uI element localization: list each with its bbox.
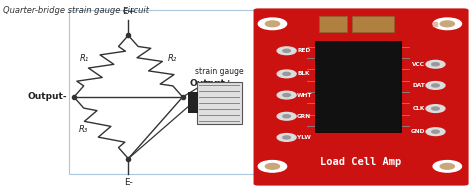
FancyBboxPatch shape [193,92,198,113]
Text: DAT: DAT [412,83,425,88]
Text: VCC: VCC [412,62,425,67]
Text: WHT: WHT [297,93,312,98]
Text: Load Cell Amp: Load Cell Amp [320,158,401,167]
Text: Output+: Output+ [190,79,233,88]
Circle shape [265,164,280,169]
Circle shape [277,47,296,55]
Circle shape [283,94,291,97]
Circle shape [440,21,455,27]
Circle shape [277,91,296,99]
Text: BLK: BLK [297,71,310,76]
Bar [69,10,254,174]
Circle shape [258,18,287,30]
Circle shape [265,21,280,27]
Circle shape [440,164,455,169]
FancyBboxPatch shape [319,16,346,32]
Circle shape [277,70,296,78]
Circle shape [277,134,296,141]
Circle shape [277,112,296,120]
Text: E-: E- [124,178,133,187]
FancyBboxPatch shape [254,8,469,186]
Text: Quarter-bridge strain gauge circuit: Quarter-bridge strain gauge circuit [3,6,149,16]
Text: YLW: YLW [297,135,311,140]
Circle shape [433,161,462,172]
Circle shape [426,60,445,68]
FancyBboxPatch shape [352,16,394,32]
Circle shape [426,128,445,136]
FancyBboxPatch shape [188,92,193,113]
Text: strain gauge: strain gauge [195,67,244,76]
Circle shape [432,63,439,66]
Circle shape [426,82,445,89]
Circle shape [283,72,291,75]
Circle shape [283,136,291,139]
Text: CLK: CLK [413,106,425,111]
Circle shape [283,49,291,52]
Text: R₁: R₁ [80,54,89,63]
Circle shape [426,105,445,112]
FancyBboxPatch shape [315,41,401,132]
FancyBboxPatch shape [197,82,242,124]
Text: R₂: R₂ [167,54,177,63]
Circle shape [258,161,287,172]
Circle shape [433,18,462,30]
Circle shape [283,115,291,118]
Text: GND: GND [411,129,425,134]
Text: Output-: Output- [27,93,67,101]
Text: RED: RED [297,48,310,53]
Text: E+: E+ [122,7,135,16]
Text: GRN: GRN [297,114,311,119]
Circle shape [432,84,439,87]
Circle shape [432,130,439,133]
Circle shape [432,107,439,110]
Text: R₃: R₃ [79,125,88,134]
